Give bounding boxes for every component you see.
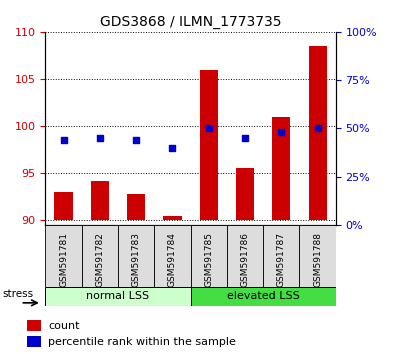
Bar xyxy=(308,46,327,220)
Bar xyxy=(236,168,254,220)
Bar xyxy=(190,225,227,287)
Text: GSM591785: GSM591785 xyxy=(204,232,213,287)
Bar xyxy=(154,225,191,287)
Text: stress: stress xyxy=(2,289,34,299)
Bar xyxy=(27,336,41,347)
Bar xyxy=(27,320,41,331)
Point xyxy=(169,145,176,150)
Text: GSM591786: GSM591786 xyxy=(241,232,250,287)
Point xyxy=(314,125,321,131)
Text: GSM591782: GSM591782 xyxy=(95,232,104,287)
Text: GSM591784: GSM591784 xyxy=(168,232,177,287)
Bar xyxy=(190,287,336,306)
Bar xyxy=(272,116,290,220)
Bar xyxy=(118,225,154,287)
Bar xyxy=(227,225,263,287)
Bar xyxy=(55,192,73,220)
Point xyxy=(242,135,248,141)
Bar xyxy=(299,225,336,287)
Bar xyxy=(45,225,82,287)
Point xyxy=(60,137,67,143)
Point xyxy=(205,125,212,131)
Bar xyxy=(91,181,109,220)
Point xyxy=(97,135,103,141)
Point xyxy=(278,129,284,135)
Text: GSM591787: GSM591787 xyxy=(277,232,286,287)
Bar xyxy=(164,216,182,220)
Bar xyxy=(263,225,299,287)
Text: GSM591783: GSM591783 xyxy=(132,232,141,287)
Bar xyxy=(127,194,145,220)
Text: percentile rank within the sample: percentile rank within the sample xyxy=(48,337,236,347)
Bar xyxy=(45,287,190,306)
Text: GSM591781: GSM591781 xyxy=(59,232,68,287)
Bar xyxy=(199,69,218,220)
Text: elevated LSS: elevated LSS xyxy=(227,291,299,302)
Text: count: count xyxy=(48,321,80,331)
Text: normal LSS: normal LSS xyxy=(87,291,150,302)
Point xyxy=(133,137,139,143)
Text: GSM591788: GSM591788 xyxy=(313,232,322,287)
Title: GDS3868 / ILMN_1773735: GDS3868 / ILMN_1773735 xyxy=(100,16,281,29)
Bar xyxy=(82,225,118,287)
